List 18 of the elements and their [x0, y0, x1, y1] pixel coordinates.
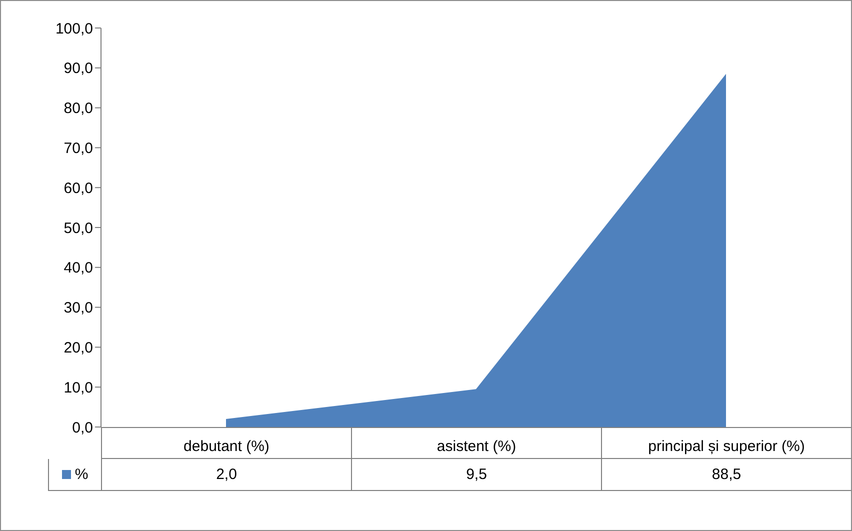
data-label: 2,0 [101, 459, 351, 491]
y-tick-label: 40,0 [64, 260, 93, 277]
x-tick-label: principal și superior (%) [601, 427, 851, 459]
x-tick-label: asistent (%) [351, 427, 601, 459]
y-tick-label: 20,0 [64, 340, 93, 357]
y-tick-label: 50,0 [64, 220, 93, 237]
y-tick-label: 10,0 [64, 379, 93, 396]
legend-label: % [74, 466, 88, 483]
x-tick-label: debutant (%) [101, 427, 351, 459]
y-tick-label: 90,0 [64, 60, 93, 78]
y-tick-label: 0,0 [72, 419, 93, 436]
y-tick-label: 70,0 [64, 140, 93, 158]
y-tick-label: 100,0 [55, 20, 93, 38]
y-tick-label: 30,0 [64, 300, 93, 317]
y-tick-label: 60,0 [64, 180, 93, 197]
data-label: 9,5 [351, 459, 601, 491]
data-label: 88,5 [601, 459, 851, 491]
y-tick-label: 80,0 [64, 100, 93, 118]
